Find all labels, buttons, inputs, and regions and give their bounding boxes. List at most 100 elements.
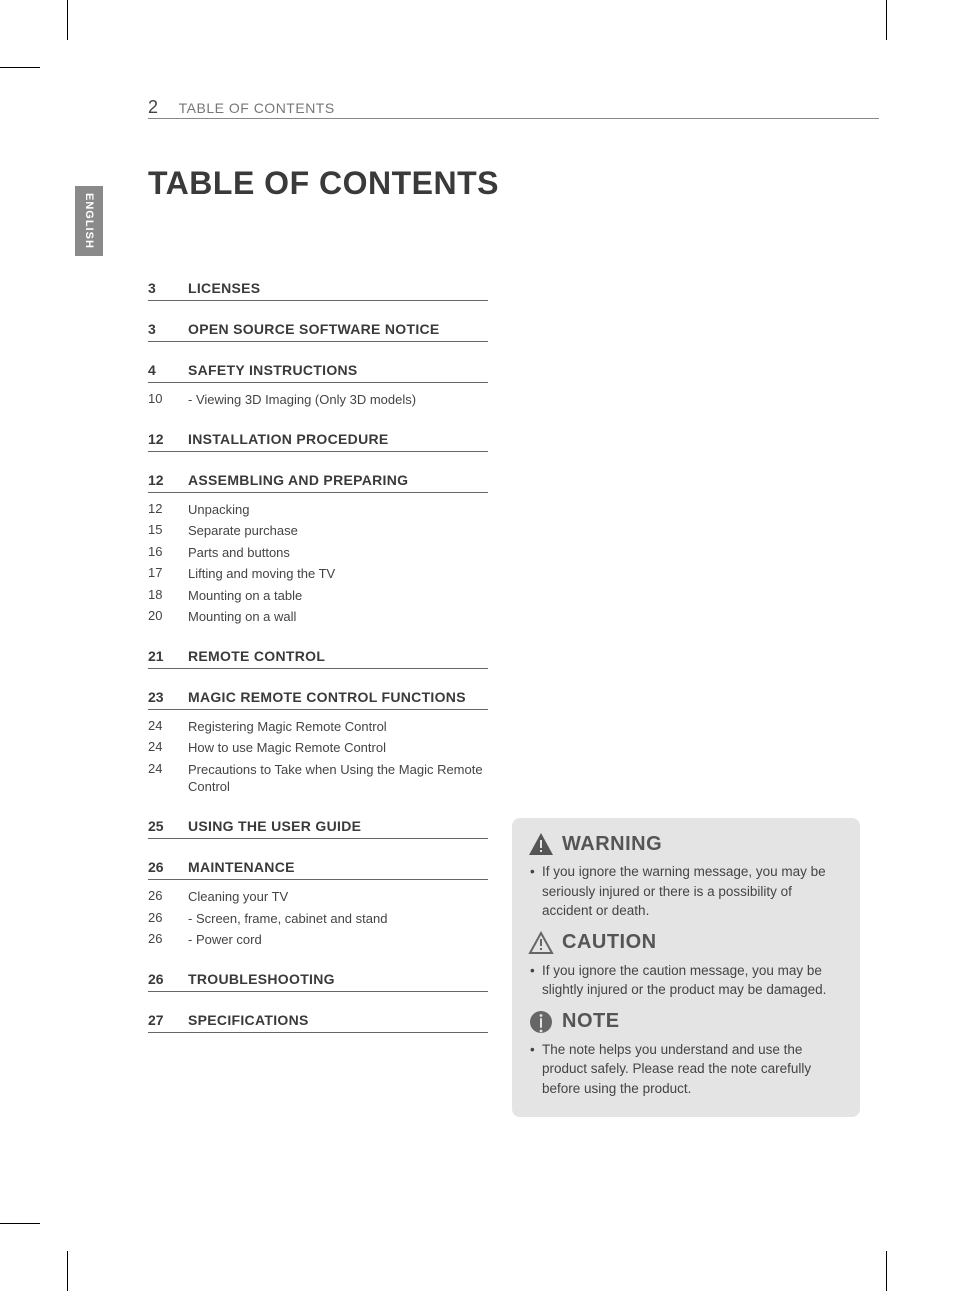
toc-sub-block: 10- Viewing 3D Imaging (Only 3D models) [148,389,488,411]
header-rule [148,118,879,119]
toc-sub-page: 12 [148,501,188,519]
note-body: The note helps you understand and use th… [528,1040,844,1099]
toc-sub-page: 26 [148,910,188,928]
toc-section-page: 12 [148,431,188,447]
toc-sub-title: Mounting on a wall [188,608,488,626]
toc-sub-title: Separate purchase [188,522,488,540]
toc-sub-title: Precautions to Take when Using the Magic… [188,761,488,796]
toc-section-heading: 21REMOTE CONTROL [148,642,488,669]
toc-sub-row: 26- Screen, frame, cabinet and stand [148,908,488,930]
warning-body: If you ignore the warning message, you m… [528,862,844,921]
document-page: 2 TABLE OF CONTENTS ENGLISH TABLE OF CON… [0,0,954,1291]
running-title: TABLE OF CONTENTS [179,100,335,116]
toc-sub-row: 12Unpacking [148,499,488,521]
caution-body: If you ignore the caution message, you m… [528,961,844,1000]
toc-sub-page: 26 [148,931,188,949]
toc-sub-row: 26Cleaning your TV [148,886,488,908]
toc-section-title: MAINTENANCE [188,859,488,875]
toc-section-page: 25 [148,818,188,834]
toc-sub-page: 24 [148,739,188,757]
note-icon [528,1010,554,1034]
toc-sub-row: 24Precautions to Take when Using the Mag… [148,759,488,798]
toc-sub-page: 10 [148,391,188,409]
toc-sub-block: 12Unpacking15Separate purchase16Parts an… [148,499,488,628]
toc-sub-row: 16Parts and buttons [148,542,488,564]
toc-sub-block: 24Registering Magic Remote Control24How … [148,716,488,798]
toc-section-heading: 26MAINTENANCE [148,853,488,880]
page-title: TABLE OF CONTENTS [148,165,499,202]
toc-section-title: SAFETY INSTRUCTIONS [188,362,488,378]
toc-section-heading: 12INSTALLATION PROCEDURE [148,425,488,452]
toc-section-page: 3 [148,321,188,337]
warning-title: WARNING [562,833,662,856]
table-of-contents: 3LICENSES3OPEN SOURCE SOFTWARE NOTICE4SA… [148,260,488,1033]
toc-section-page: 3 [148,280,188,296]
page-number: 2 [148,97,159,117]
toc-section-title: MAGIC REMOTE CONTROL FUNCTIONS [188,689,488,705]
toc-section-page: 27 [148,1012,188,1028]
toc-section-heading: 23MAGIC REMOTE CONTROL FUNCTIONS [148,683,488,710]
toc-section-title: OPEN SOURCE SOFTWARE NOTICE [188,321,488,337]
toc-section-title: SPECIFICATIONS [188,1012,488,1028]
toc-sub-title: - Power cord [188,931,488,949]
toc-section-page: 21 [148,648,188,664]
toc-sub-page: 24 [148,761,188,796]
caution-icon [528,931,554,955]
caution-heading: CAUTION [528,931,844,955]
toc-sub-page: 15 [148,522,188,540]
toc-section-page: 26 [148,971,188,987]
crop-mark [67,1251,68,1291]
toc-section-heading: 26TROUBLESHOOTING [148,965,488,992]
toc-sub-row: 24How to use Magic Remote Control [148,737,488,759]
toc-sub-row: 17Lifting and moving the TV [148,563,488,585]
language-tab: ENGLISH [75,186,103,256]
running-header: 2 TABLE OF CONTENTS [148,97,335,118]
toc-sub-row: 15Separate purchase [148,520,488,542]
crop-mark [0,67,40,68]
toc-sub-row: 10- Viewing 3D Imaging (Only 3D models) [148,389,488,411]
toc-sub-page: 20 [148,608,188,626]
toc-section-title: LICENSES [188,280,488,296]
note-title: NOTE [562,1010,620,1033]
toc-sub-title: Mounting on a table [188,587,488,605]
toc-section-page: 23 [148,689,188,705]
toc-sub-page: 17 [148,565,188,583]
crop-mark [0,1223,40,1224]
toc-sub-title: Unpacking [188,501,488,519]
callouts-panel: WARNING If you ignore the warning messag… [512,818,860,1117]
toc-section-title: TROUBLESHOOTING [188,971,488,987]
toc-section-heading: 3OPEN SOURCE SOFTWARE NOTICE [148,315,488,342]
toc-sub-page: 18 [148,587,188,605]
toc-section-heading: 25USING THE USER GUIDE [148,812,488,839]
toc-section-heading: 27SPECIFICATIONS [148,1006,488,1033]
toc-sub-page: 26 [148,888,188,906]
toc-sub-page: 24 [148,718,188,736]
note-heading: NOTE [528,1010,844,1034]
toc-sub-page: 16 [148,544,188,562]
toc-sub-block: 26Cleaning your TV26- Screen, frame, cab… [148,886,488,951]
toc-sub-row: 20Mounting on a wall [148,606,488,628]
crop-mark [886,1251,887,1291]
toc-sub-title: How to use Magic Remote Control [188,739,488,757]
toc-sub-title: Registering Magic Remote Control [188,718,488,736]
crop-mark [886,0,887,40]
toc-sub-row: 26- Power cord [148,929,488,951]
warning-icon [528,832,554,856]
toc-section-title: REMOTE CONTROL [188,648,488,664]
crop-mark [67,0,68,40]
toc-sub-title: - Viewing 3D Imaging (Only 3D models) [188,391,488,409]
toc-section-page: 26 [148,859,188,875]
toc-sub-row: 18Mounting on a table [148,585,488,607]
toc-sub-title: Cleaning your TV [188,888,488,906]
toc-sub-title: - Screen, frame, cabinet and stand [188,910,488,928]
toc-section-title: INSTALLATION PROCEDURE [188,431,488,447]
toc-section-page: 12 [148,472,188,488]
caution-title: CAUTION [562,931,657,954]
toc-section-heading: 4SAFETY INSTRUCTIONS [148,356,488,383]
toc-section-title: USING THE USER GUIDE [188,818,488,834]
toc-section-page: 4 [148,362,188,378]
toc-section-title: ASSEMBLING AND PREPARING [188,472,488,488]
toc-sub-row: 24Registering Magic Remote Control [148,716,488,738]
toc-section-heading: 3LICENSES [148,274,488,301]
toc-section-heading: 12ASSEMBLING AND PREPARING [148,466,488,493]
